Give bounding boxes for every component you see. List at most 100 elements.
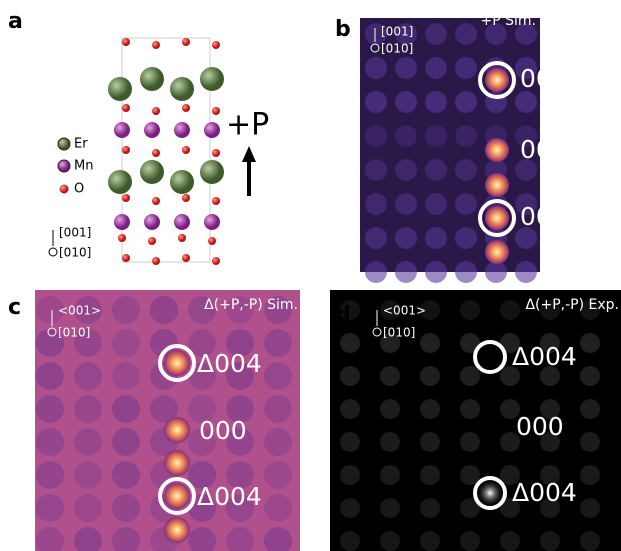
diffraction-disk	[380, 498, 400, 518]
spot-label: Δ004	[512, 478, 577, 507]
er-atom	[140, 67, 164, 91]
mn-atom	[204, 214, 220, 230]
spot-label: 004̄	[520, 202, 568, 231]
o-atom	[152, 149, 160, 157]
axis-label: [010]	[383, 326, 415, 340]
axis-label: [010]	[381, 42, 413, 56]
diffraction-disk	[340, 399, 360, 419]
o-atom	[148, 237, 156, 245]
diffraction-disk	[395, 193, 417, 215]
bright-disk	[164, 483, 190, 509]
diffraction-disk	[455, 125, 477, 147]
er-atom	[200, 160, 224, 184]
bright-disk	[164, 417, 190, 443]
spot-label: Δ004	[197, 482, 262, 511]
mn-atom	[114, 214, 130, 230]
diffraction-disk	[365, 159, 387, 181]
diffraction-disk	[420, 432, 440, 452]
panel-label: c	[8, 295, 21, 320]
diffraction-disk	[380, 531, 400, 551]
axes-icon	[49, 230, 57, 256]
panel-title: Δ(+P,-P) Exp.	[525, 297, 619, 313]
diffraction-disk	[580, 531, 600, 551]
o-atom	[182, 146, 190, 154]
spot-label: Δ004	[512, 342, 577, 371]
panel-label: b	[335, 17, 351, 42]
diffraction-disk	[420, 498, 440, 518]
polarization: +P	[226, 108, 269, 143]
diffraction-disk	[455, 91, 477, 113]
diffraction-disk	[515, 91, 537, 113]
diffraction-disk	[36, 395, 64, 423]
diffraction-disk	[365, 57, 387, 79]
er-atom	[170, 170, 194, 194]
legend-mn	[58, 160, 70, 172]
o-atom	[212, 107, 220, 115]
panel-title: Δ(+P,-P) Sim.	[204, 297, 298, 313]
er-atom	[200, 67, 224, 91]
o-atom	[212, 149, 220, 157]
diffraction-disk	[395, 91, 417, 113]
axis-label: [010]	[59, 246, 91, 260]
diffraction-disk	[455, 23, 477, 45]
diffraction-disk	[264, 461, 292, 489]
spot-label: 000	[199, 416, 247, 445]
diffraction-disk	[74, 461, 102, 489]
diffraction-disk	[460, 465, 480, 485]
diffraction-disk	[460, 300, 480, 320]
o-atom	[182, 38, 190, 46]
diffraction-disk	[420, 366, 440, 386]
diffraction-disk	[395, 261, 417, 283]
diffraction-disk	[340, 465, 360, 485]
diffraction-disk	[460, 399, 480, 419]
diffraction-disk	[425, 57, 447, 79]
diffraction-disk	[580, 366, 600, 386]
diffraction-disk	[515, 261, 537, 283]
bright-disk	[164, 350, 190, 376]
diffraction-disk	[580, 399, 600, 419]
diffraction-disk	[264, 428, 292, 456]
o-atom	[152, 257, 160, 265]
diffraction-disk	[112, 395, 140, 423]
diffraction-disk	[112, 296, 140, 324]
diffraction-disk	[460, 531, 480, 551]
legend-label: Er	[74, 137, 88, 152]
axis-label: [010]	[58, 326, 90, 340]
o-atom	[152, 107, 160, 115]
diffraction-disk	[264, 494, 292, 522]
diffraction-disk	[74, 428, 102, 456]
diffraction-disk	[380, 432, 400, 452]
diffraction-disk	[425, 91, 447, 113]
diffraction-disk	[460, 366, 480, 386]
bright-disk	[164, 517, 190, 543]
diffraction-disk	[365, 125, 387, 147]
diffraction-disk	[380, 399, 400, 419]
o-atom	[212, 257, 220, 265]
er-atom	[170, 77, 194, 101]
o-atom	[122, 254, 130, 262]
unit-cell	[122, 38, 210, 262]
mn-atom	[144, 122, 160, 138]
panel-title: +P Sim.	[481, 13, 537, 29]
diffraction-disk	[425, 261, 447, 283]
diffraction-disk	[74, 395, 102, 423]
diffraction-disk	[112, 329, 140, 357]
axis-label: <001>	[58, 304, 101, 318]
panel-label: a	[8, 9, 23, 34]
diffraction-disk	[112, 428, 140, 456]
diffraction-disk	[74, 362, 102, 390]
o-atom	[212, 41, 220, 49]
diffraction-disk	[112, 461, 140, 489]
diffraction-disk	[264, 362, 292, 390]
diffraction-disk	[365, 193, 387, 215]
diffraction-disk	[74, 494, 102, 522]
spot-label: Δ004	[197, 349, 262, 378]
diffraction-disk	[425, 227, 447, 249]
diffraction-disk	[455, 159, 477, 181]
legend-o	[59, 184, 69, 194]
diffraction-disk	[365, 91, 387, 113]
diffraction-disk	[425, 125, 447, 147]
diffraction-disk	[580, 333, 600, 353]
mn-atom	[204, 122, 220, 138]
diffraction-disk	[340, 366, 360, 386]
